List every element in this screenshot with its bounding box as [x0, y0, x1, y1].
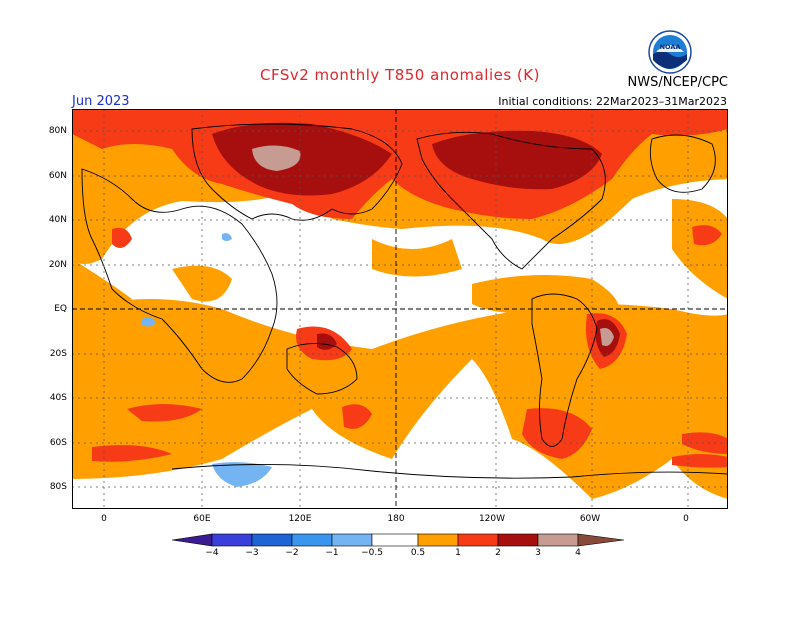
colorbar-swatch-neg2-neg1 [291, 533, 333, 547]
colorbar-swatch-neutral [371, 533, 419, 547]
colorbar-tick-4: 4 [575, 548, 581, 558]
colorbar-swatch-3-4 [537, 533, 579, 547]
noaa-logo: NOAA [648, 30, 692, 74]
anomaly-fill-2 [212, 122, 620, 357]
colorbar-tick-neg4: −4 [205, 548, 219, 558]
colorbar-tick-neg1: −1 [325, 548, 339, 558]
lon-label-60e: 60E [193, 514, 211, 524]
colorbar-swatch-neg1-neg05 [331, 533, 373, 547]
colorbar-swatch-1-2 [457, 533, 499, 547]
map-frame [72, 109, 728, 509]
map-title: CFSv2 monthly T850 anomalies (K) [260, 66, 540, 84]
colorbar-swatch-2-3 [497, 533, 539, 547]
lon-label-60w: 60W [579, 514, 601, 524]
lat-label-80n: 80N [48, 126, 67, 136]
colorbar-swatch-neg3-neg2 [251, 533, 293, 547]
agency-label: NWS/NCEP/CPC [627, 75, 728, 90]
lat-label-eq: EQ [54, 304, 67, 314]
anomaly-fill-3 [252, 145, 614, 346]
forecast-month: Jun 2023 [72, 94, 130, 109]
colorbar-tick-2: 2 [495, 548, 501, 558]
colorbar-tick-05: 0.5 [410, 548, 426, 558]
lon-label-120e: 120E [288, 514, 312, 524]
lat-label-20n: 20N [48, 260, 67, 270]
lat-label-80s: 80S [49, 482, 67, 492]
colorbar-swatch-below-neg4 [172, 533, 213, 547]
lon-label-0: 0 [101, 514, 107, 524]
colorbar [172, 533, 625, 547]
lon-label-0-east: 0 [683, 514, 689, 524]
lat-label-60n: 60N [48, 171, 67, 181]
colorbar-swatch-05-1 [417, 533, 459, 547]
colorbar-tick-3: 3 [535, 548, 541, 558]
lon-label-120w: 120W [478, 514, 506, 524]
lon-label-180: 180 [387, 514, 405, 524]
lat-label-40n: 40N [48, 215, 67, 225]
initial-conditions: Initial conditions: 22Mar2023–31Mar2023 [498, 95, 727, 108]
lat-label-40s: 40S [49, 393, 67, 403]
lat-label-60s: 60S [49, 438, 67, 448]
noaa-logo-text: NOAA [660, 43, 681, 51]
colorbar-tick-neg05: −0.5 [361, 548, 383, 558]
coastlines [81, 123, 728, 479]
anomaly-fill-negative [142, 233, 272, 487]
colorbar-swatch-above-4 [577, 533, 625, 547]
lat-label-20s: 20S [49, 349, 67, 359]
colorbar-tick-1: 1 [455, 548, 461, 558]
colorbar-tick-neg2: −2 [285, 548, 299, 558]
anomaly-map [72, 109, 728, 509]
colorbar-swatch-neg4-neg3 [211, 533, 253, 547]
colorbar-tick-neg3: −3 [245, 548, 259, 558]
